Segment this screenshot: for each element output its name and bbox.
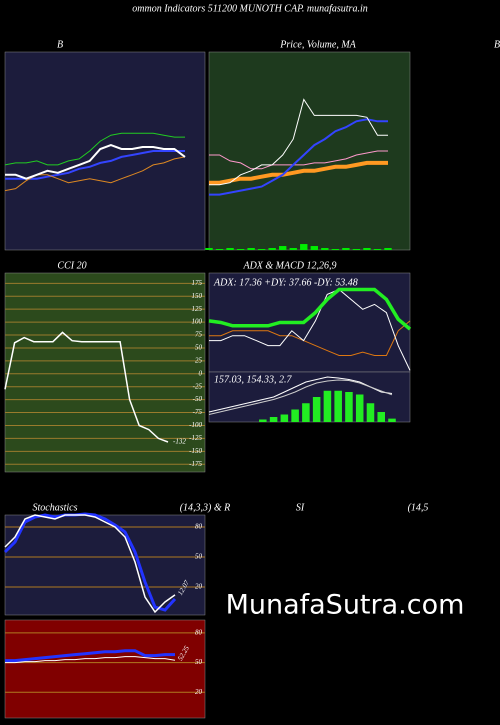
series-line bbox=[209, 288, 411, 371]
bar bbox=[321, 248, 329, 250]
plot-area bbox=[4, 619, 206, 719]
y-tick-label: -25 bbox=[193, 382, 203, 390]
y-tick-label: 50 bbox=[195, 658, 203, 666]
y-tick-label: -75 bbox=[193, 408, 203, 416]
chart-title: Stochastics bbox=[33, 502, 78, 513]
chart-subtitle: (14,3,3) & R bbox=[180, 502, 231, 513]
bar bbox=[300, 244, 308, 250]
y-tick-label: -100 bbox=[189, 421, 202, 429]
value-label: -132 bbox=[173, 438, 186, 446]
bar bbox=[302, 403, 310, 422]
y-tick-label: 50 bbox=[195, 344, 203, 352]
series-line bbox=[5, 144, 186, 180]
y-tick-label: -125 bbox=[189, 434, 202, 442]
y-tick-label: 25 bbox=[195, 356, 203, 364]
bar bbox=[215, 249, 224, 250]
bar bbox=[268, 248, 276, 250]
bar bbox=[323, 390, 332, 422]
y-tick-label: -50 bbox=[193, 395, 203, 403]
series-line bbox=[4, 331, 169, 443]
y-tick-label: 80 bbox=[195, 628, 203, 636]
chart-title: CCI 20 bbox=[57, 260, 86, 271]
bar bbox=[366, 403, 375, 422]
y-tick-label: -150 bbox=[189, 447, 202, 455]
series-line bbox=[208, 287, 412, 331]
bar bbox=[226, 248, 234, 250]
bar bbox=[257, 249, 266, 250]
chart-subtitle: ADX: 17.36 +DY: 37.66 -DY: 53.48 bbox=[213, 277, 358, 288]
series-line bbox=[209, 98, 388, 186]
bar bbox=[334, 390, 342, 422]
series-line bbox=[209, 118, 388, 196]
chart-title: 157.03, 154.33, 2.7 bbox=[214, 374, 293, 385]
page-title: ommon Indicators 511200 MUNOTH CAP. muna… bbox=[132, 3, 367, 14]
bar bbox=[331, 249, 340, 250]
bar bbox=[384, 248, 392, 250]
bar bbox=[269, 417, 278, 422]
bar bbox=[205, 248, 213, 250]
bar bbox=[279, 246, 287, 250]
chart-title: ADX & MACD 12,26,9 bbox=[242, 260, 336, 271]
y-tick-label: 80 bbox=[195, 523, 203, 531]
series-line bbox=[4, 132, 185, 166]
y-tick-label: -175 bbox=[189, 460, 202, 468]
bar bbox=[280, 414, 289, 422]
plot-area bbox=[4, 514, 206, 616]
series-line bbox=[208, 376, 393, 413]
y-tick-label: 20 bbox=[195, 688, 203, 696]
y-tick-label: 50 bbox=[195, 553, 203, 561]
series-line bbox=[209, 320, 411, 356]
bar bbox=[355, 394, 364, 422]
series-line bbox=[4, 514, 176, 614]
y-tick-label: 150 bbox=[192, 292, 203, 300]
bar bbox=[236, 249, 245, 250]
bar bbox=[289, 248, 297, 250]
y-tick-label: 125 bbox=[192, 305, 203, 313]
bar bbox=[291, 409, 299, 422]
y-tick-label: 75 bbox=[195, 331, 203, 339]
bar bbox=[247, 248, 255, 250]
bar bbox=[373, 249, 382, 250]
series-line bbox=[209, 160, 388, 185]
series-line bbox=[208, 379, 393, 415]
series-line bbox=[5, 656, 176, 664]
bar bbox=[259, 419, 267, 422]
y-tick-label: 175 bbox=[192, 279, 203, 287]
watermark: MunafaSutra.com bbox=[226, 590, 465, 621]
bar bbox=[352, 249, 361, 250]
bar bbox=[312, 397, 321, 422]
y-tick-label: 20 bbox=[195, 583, 203, 591]
bar bbox=[388, 418, 396, 422]
chart-title: B bbox=[57, 39, 63, 50]
chart-subtitle: (14,5 bbox=[408, 502, 429, 513]
series-line bbox=[209, 150, 388, 170]
series-line bbox=[3, 512, 177, 612]
chart-title: Price, Volume, MA bbox=[279, 39, 356, 50]
y-tick-label: 100 bbox=[192, 318, 203, 326]
chart-title: SI bbox=[296, 502, 305, 513]
bar bbox=[377, 412, 386, 422]
y-tick-label: 0 bbox=[199, 369, 203, 377]
bar bbox=[345, 392, 353, 422]
bar bbox=[342, 248, 350, 250]
bar bbox=[363, 248, 371, 250]
series-line bbox=[5, 649, 175, 663]
edge-label: B bbox=[494, 39, 500, 50]
bar bbox=[310, 246, 318, 250]
series-line bbox=[5, 150, 185, 180]
